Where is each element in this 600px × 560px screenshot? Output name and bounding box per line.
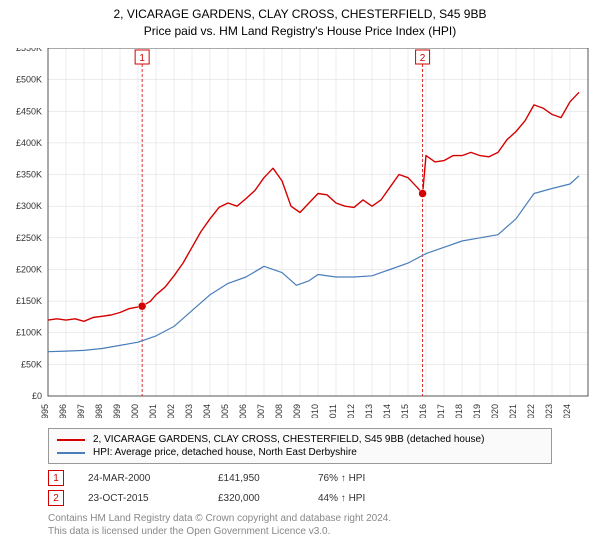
transaction-1-pct: 76% HPI [318, 473, 418, 484]
svg-text:2006: 2006 [238, 404, 248, 418]
svg-text:£250K: £250K [16, 233, 42, 243]
legend-swatch-hpi [57, 452, 85, 454]
transaction-marker-2: 2 [48, 490, 64, 506]
title-line-2: Price paid vs. HM Land Registry's House … [0, 23, 600, 40]
svg-text:1999: 1999 [112, 404, 122, 418]
footer-line-2: This data is licensed under the Open Gov… [48, 525, 391, 538]
svg-text:2018: 2018 [454, 404, 464, 418]
svg-text:£150K: £150K [16, 296, 42, 306]
svg-text:£450K: £450K [16, 106, 42, 116]
svg-text:2019: 2019 [472, 404, 482, 418]
transactions-table: 1 24-MAR-2000 £141,950 76% HPI 2 23-OCT-… [48, 468, 418, 508]
svg-text:£400K: £400K [16, 138, 42, 148]
up-arrow-icon [341, 473, 346, 484]
svg-text:1996: 1996 [58, 404, 68, 418]
title-block: 2, VICARAGE GARDENS, CLAY CROSS, CHESTER… [0, 0, 600, 40]
transaction-row-1: 1 24-MAR-2000 £141,950 76% HPI [48, 468, 418, 488]
title-line-1: 2, VICARAGE GARDENS, CLAY CROSS, CHESTER… [0, 6, 600, 23]
svg-text:2020: 2020 [490, 404, 500, 418]
transaction-1-date: 24-MAR-2000 [88, 473, 218, 484]
svg-text:2022: 2022 [526, 404, 536, 418]
svg-text:2024: 2024 [562, 404, 572, 418]
transaction-marker-1: 1 [48, 470, 64, 486]
transaction-2-price: £320,000 [218, 493, 318, 504]
svg-text:£550K: £550K [16, 48, 42, 53]
transaction-1-price: £141,950 [218, 473, 318, 484]
svg-text:2000: 2000 [130, 404, 140, 418]
svg-text:2011: 2011 [328, 404, 338, 418]
svg-text:2009: 2009 [292, 404, 302, 418]
transaction-2-date: 23-OCT-2015 [88, 493, 218, 504]
legend-label-property: 2, VICARAGE GARDENS, CLAY CROSS, CHESTER… [93, 434, 484, 445]
up-arrow-icon [341, 493, 346, 504]
svg-text:1995: 1995 [40, 404, 50, 418]
legend-label-hpi: HPI: Average price, detached house, Nort… [93, 447, 357, 458]
svg-text:2015: 2015 [400, 404, 410, 418]
svg-text:£0: £0 [32, 391, 42, 401]
svg-text:2013: 2013 [364, 404, 374, 418]
svg-text:2010: 2010 [310, 404, 320, 418]
transaction-marker-2-num: 2 [53, 493, 59, 504]
svg-text:2008: 2008 [274, 404, 284, 418]
chart-container: 2, VICARAGE GARDENS, CLAY CROSS, CHESTER… [0, 0, 600, 560]
transaction-2-pct: 44% HPI [318, 493, 418, 504]
svg-text:2023: 2023 [544, 404, 554, 418]
svg-text:2016: 2016 [418, 404, 428, 418]
svg-text:2017: 2017 [436, 404, 446, 418]
svg-text:1: 1 [139, 53, 145, 64]
svg-text:£200K: £200K [16, 264, 42, 274]
svg-text:2021: 2021 [508, 404, 518, 418]
svg-text:2007: 2007 [256, 404, 266, 418]
legend-row-hpi: HPI: Average price, detached house, Nort… [57, 446, 543, 459]
svg-text:£300K: £300K [16, 201, 42, 211]
svg-text:2003: 2003 [184, 404, 194, 418]
svg-text:£100K: £100K [16, 328, 42, 338]
legend-box: 2, VICARAGE GARDENS, CLAY CROSS, CHESTER… [48, 428, 552, 464]
svg-text:2001: 2001 [148, 404, 158, 418]
svg-text:2: 2 [420, 53, 426, 64]
footer-note: Contains HM Land Registry data © Crown c… [48, 512, 391, 538]
svg-text:£50K: £50K [21, 359, 42, 369]
svg-text:2005: 2005 [220, 404, 230, 418]
legend-row-property: 2, VICARAGE GARDENS, CLAY CROSS, CHESTER… [57, 433, 543, 446]
svg-text:2014: 2014 [382, 404, 392, 418]
transaction-marker-1-num: 1 [53, 473, 59, 484]
svg-text:2012: 2012 [346, 404, 356, 418]
legend-swatch-property [57, 439, 85, 441]
svg-text:£350K: £350K [16, 170, 42, 180]
svg-text:2004: 2004 [202, 404, 212, 418]
svg-text:2002: 2002 [166, 404, 176, 418]
footer-line-1: Contains HM Land Registry data © Crown c… [48, 512, 391, 525]
svg-text:£500K: £500K [16, 75, 42, 85]
transaction-row-2: 2 23-OCT-2015 £320,000 44% HPI [48, 488, 418, 508]
chart-svg: £0 £50K £100K £150K £200K £250K £300K £350K £400… [0, 48, 600, 418]
svg-text:1998: 1998 [94, 404, 104, 418]
svg-text:1997: 1997 [76, 404, 86, 418]
